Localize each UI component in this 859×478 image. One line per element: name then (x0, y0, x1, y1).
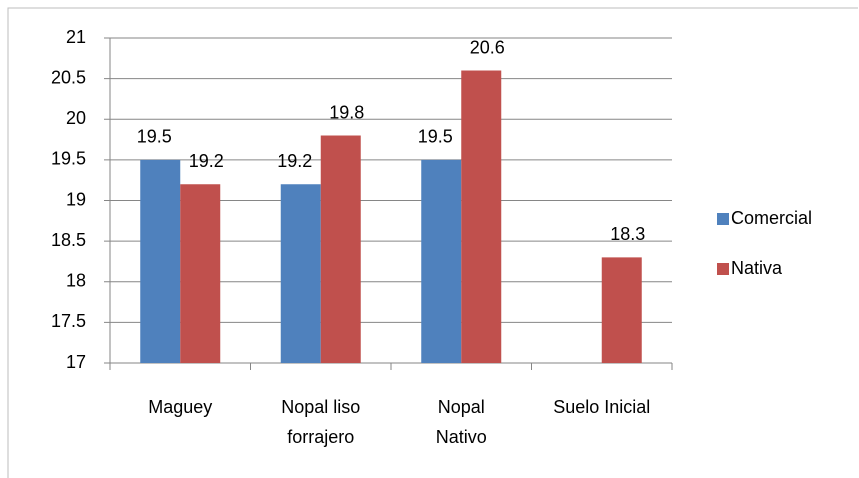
bar (421, 159, 462, 363)
y-tick-label: 20.5 (51, 67, 86, 87)
y-tick-label: 17.5 (51, 311, 86, 331)
y-tick-label: 17 (66, 352, 86, 372)
bar (180, 184, 221, 363)
chart-frame (7, 7, 858, 478)
value-label: 19.5 (418, 127, 453, 147)
bar (280, 184, 321, 363)
y-tick-label: 19.5 (51, 149, 86, 169)
value-label: 20.6 (470, 37, 505, 57)
bar (461, 70, 502, 363)
x-tick-label: Maguey (148, 397, 212, 417)
y-tick-label: 21 (66, 27, 86, 47)
legend-label: Nativa (731, 258, 783, 278)
x-tick-label: Nopal Nativo (436, 397, 487, 447)
legend-swatch (717, 213, 729, 225)
bar (601, 257, 642, 363)
x-tick-label: Nopal liso forrajero (281, 397, 360, 447)
value-label: 19.8 (329, 102, 364, 122)
bar (320, 135, 361, 363)
value-label: 19.2 (277, 151, 312, 171)
legend-label: Comercial (731, 208, 812, 228)
legend-swatch (717, 263, 729, 275)
y-tick-label: 20 (66, 108, 86, 128)
y-tick-label: 18.5 (51, 230, 86, 250)
y-tick-label: 19 (66, 189, 86, 209)
y-tick-label: 18 (66, 271, 86, 291)
value-label: 19.2 (189, 151, 224, 171)
bar (140, 159, 181, 363)
x-tick-label: Suelo Inicial (553, 397, 650, 417)
value-label: 19.5 (137, 127, 172, 147)
value-label: 18.3 (610, 224, 645, 244)
